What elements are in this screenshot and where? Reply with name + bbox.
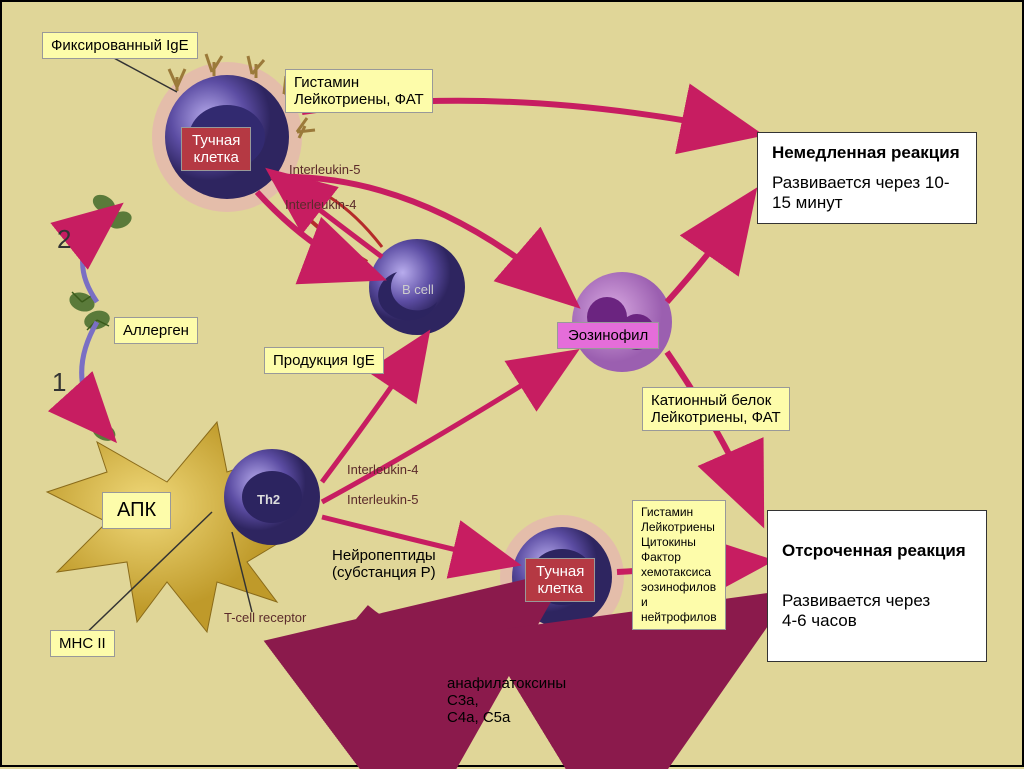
- label-il4-top: Interleukin-4: [285, 197, 357, 212]
- label-eosinophil: Эозинофил: [557, 322, 659, 349]
- num-2: 2: [57, 224, 71, 255]
- label-il5-top: Interleukin-5: [289, 162, 361, 177]
- box-delayed-reaction: Отсроченная реакция Развивается через 4-…: [767, 510, 987, 662]
- delayed-title: Отсроченная реакция: [782, 541, 972, 561]
- label-anaphylatoxins: анафилатоксины С3а, С4а, С5а: [447, 675, 566, 726]
- label-apk: АПК: [102, 492, 171, 529]
- label-cationic: Катионный белок Лейкотриены, ФАТ: [642, 387, 790, 431]
- immediate-title: Немедленная реакция: [772, 143, 962, 163]
- label-th2: Th2: [257, 492, 280, 507]
- diagram-canvas: Фиксированный IgE Гистамин Лейкотриены, …: [2, 2, 1022, 765]
- label-histamine-top: Гистамин Лейкотриены, ФАТ: [285, 69, 433, 113]
- label-mast-cell-top: Тучная клетка: [181, 127, 251, 171]
- label-mast-cell-bottom: Тучная клетка: [525, 558, 595, 602]
- label-il5-bottom: Interleukin-5: [347, 492, 419, 507]
- label-fixed-ige: Фиксированный IgE: [42, 32, 198, 59]
- label-bcell: B cell: [402, 282, 434, 297]
- label-mhc: MHC II: [50, 630, 115, 657]
- immediate-body: Развивается через 10-15 минут: [772, 173, 962, 213]
- label-ige-production: Продукция IgE: [264, 347, 384, 374]
- label-allergen: Аллерген: [114, 317, 198, 344]
- num-1: 1: [52, 367, 66, 398]
- delayed-body: Развивается через 4-6 часов: [782, 591, 972, 631]
- box-immediate-reaction: Немедленная реакция Развивается через 10…: [757, 132, 977, 224]
- label-neuropeptides: Нейропептиды (субстанция Р): [332, 547, 436, 581]
- label-tcr: T-cell receptor: [224, 610, 306, 625]
- label-il4-bottom: Interleukin-4: [347, 462, 419, 477]
- label-histamine-bottom: Гистамин Лейкотриены Цитокины Фактор хем…: [632, 500, 726, 630]
